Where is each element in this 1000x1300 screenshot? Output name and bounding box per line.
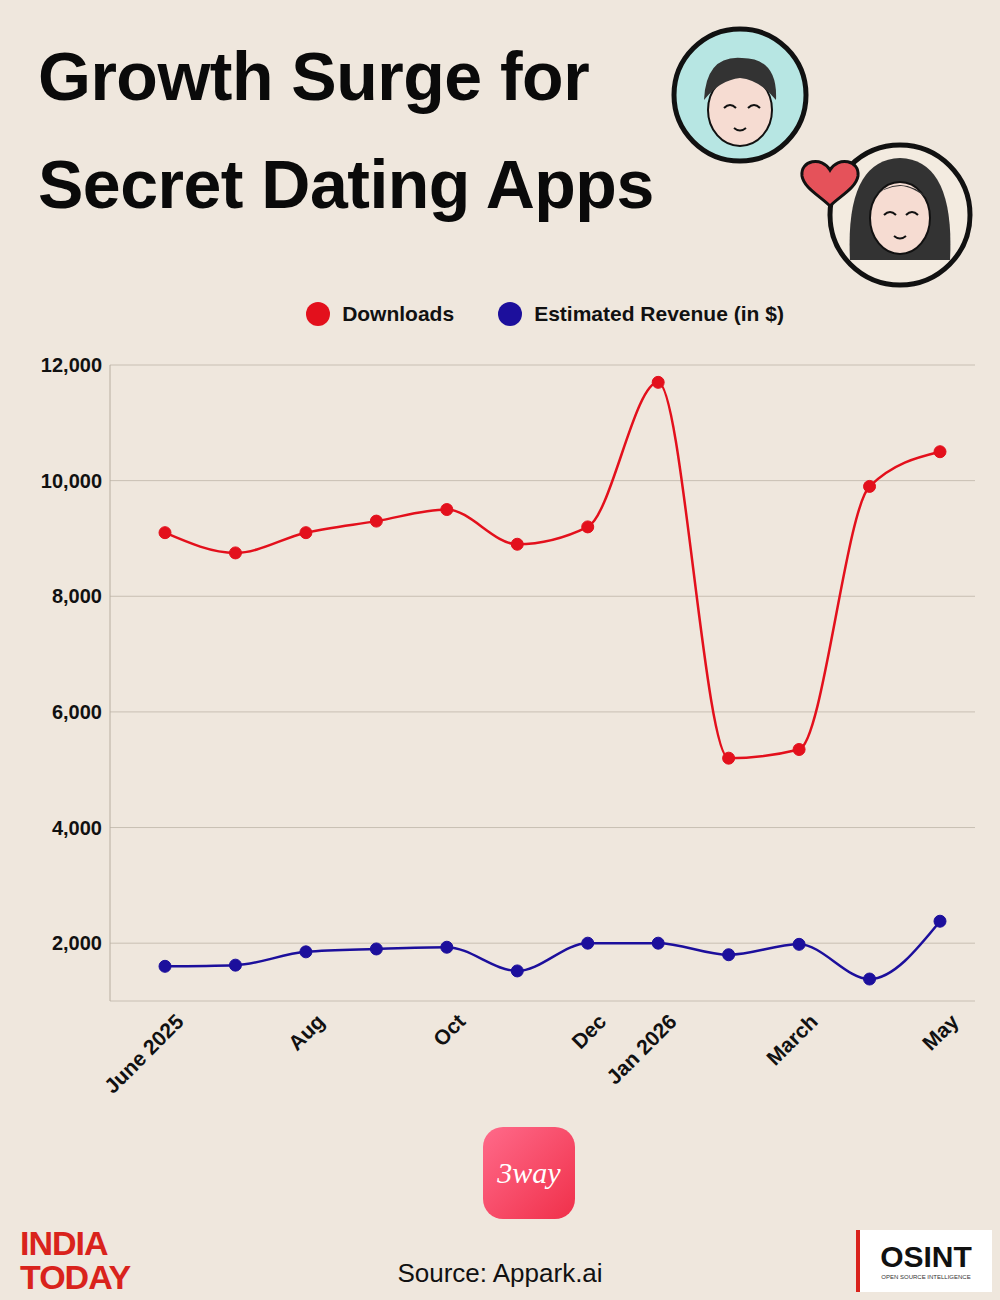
html-text:OPEN SOURCE INTELLIGENCE: OPEN SOURCE INTELLIGENCE [881, 1274, 971, 1280]
html-text:Source: Appark.ai: Source: Appark.ai [397, 1258, 603, 1288]
svg-text:May: May [918, 1009, 963, 1054]
svg-text:June 2025: June 2025 [100, 1009, 188, 1097]
svg-text:8,000: 8,000 [52, 585, 102, 607]
html-text:Downloads: Downloads [342, 302, 455, 325]
svg-text:Oct: Oct [429, 1009, 470, 1050]
html-text:INDIA TODAY: INDIA TODAY [20, 1224, 131, 1296]
svg-text:Dec: Dec [567, 1009, 611, 1053]
html-text:3way: 3way [497, 1156, 561, 1189]
svg-text:6,000: 6,000 [52, 701, 102, 723]
html-text:OSINT: OSINT [880, 1240, 972, 1273]
html-text:Estimated Revenue (in $): Estimated Revenue (in $) [534, 302, 784, 325]
svg-text:Aug: Aug [284, 1009, 329, 1054]
svg-text:4,000: 4,000 [52, 817, 102, 839]
svg-text:12,000: 12,000 [41, 354, 102, 376]
svg-text:2,000: 2,000 [52, 932, 102, 954]
svg-text:March: March [762, 1009, 822, 1069]
svg-text:10,000: 10,000 [41, 470, 102, 492]
html-text:Growth Surge for Secret Dating: Growth Surge for Secret Dating Apps [38, 38, 654, 222]
svg-text:Jan 2026: Jan 2026 [602, 1009, 681, 1088]
